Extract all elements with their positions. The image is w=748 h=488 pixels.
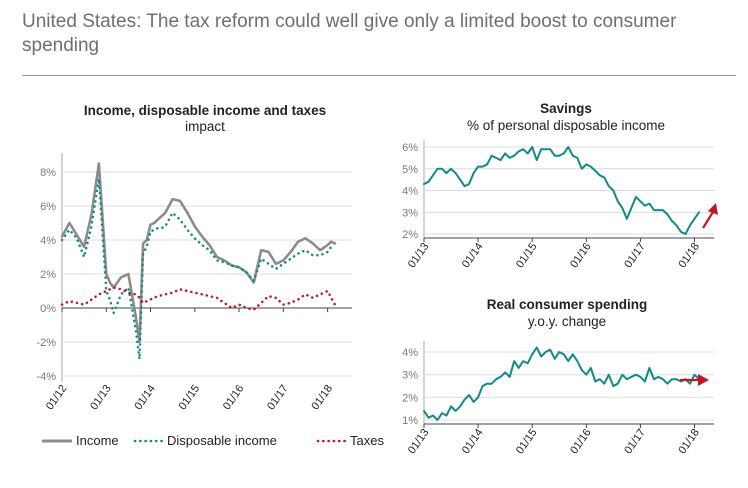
income-x-tick-label: 01/12	[44, 383, 70, 412]
income-x-tick-label: 01/15	[177, 383, 203, 412]
savings-rate-line	[423, 146, 700, 235]
income-chart: Income, disposable income and taxes impa…	[36, 103, 352, 412]
savings-chart-subtitle: % of personal disposable income	[467, 118, 665, 133]
income-chart-legend: Income Disposable income Taxes	[42, 433, 384, 448]
income-x-tick-label: 01/16	[221, 383, 247, 412]
savings-y-tick-label: 3%	[402, 207, 418, 219]
income-x-tick-label: 01/14	[132, 383, 158, 412]
savings-y-tick-label: 4%	[402, 186, 418, 198]
spending-y-tick-label: 2%	[402, 392, 418, 404]
spending-x-tick-label: 01/17	[622, 427, 648, 456]
savings-y-tick-label: 2%	[402, 229, 418, 241]
spending-y-tick-label: 1%	[402, 415, 418, 427]
spending-x-tick-label: 01/13	[406, 427, 432, 456]
income-line	[60, 162, 337, 344]
savings-chart-title: Savings	[540, 101, 592, 116]
legend-label-taxes: Taxes	[350, 433, 384, 448]
spending-x-tick-label: 01/15	[514, 427, 540, 456]
savings-x-tick-label: 01/14	[460, 241, 486, 270]
income-y-tick-label: 2%	[40, 269, 56, 281]
savings-x-tick-label: 01/17	[622, 241, 648, 270]
spending-y-tick-label: 3%	[402, 370, 418, 382]
income-y-tick-label: -4%	[36, 371, 56, 383]
legend-label-disposable: Disposable income	[167, 433, 277, 448]
income-chart-title: Income, disposable income and taxes	[84, 103, 326, 118]
savings-y-tick-label: 5%	[402, 164, 418, 176]
savings-x-tick-label: 01/13	[406, 241, 432, 270]
spending-chart: Real consumer spending y.o.y. change 1% 2…	[402, 297, 714, 456]
savings-chart: Savings % of personal disposable income …	[402, 101, 718, 270]
income-y-tick-label: 4%	[40, 235, 56, 247]
savings-y-tick-label: 6%	[402, 142, 418, 154]
income-y-tick-label: -2%	[36, 337, 56, 349]
spending-trend-right-arrow	[680, 374, 709, 386]
income-y-tick-label: 8%	[40, 167, 56, 179]
income-y-tick-label: 0%	[40, 303, 56, 315]
income-x-tick-label: 01/17	[265, 383, 291, 412]
savings-trend-up-arrow	[702, 203, 718, 229]
taxes-line	[60, 286, 337, 311]
spending-x-tick-label: 01/14	[460, 427, 486, 456]
savings-x-tick-label: 01/15	[514, 241, 540, 270]
disposable-income-line	[60, 177, 337, 361]
spending-y-tick-label: 4%	[402, 347, 418, 359]
income-y-tick-label: 6%	[40, 201, 56, 213]
spending-chart-title: Real consumer spending	[487, 297, 648, 312]
headline-divider	[22, 75, 736, 76]
spending-chart-subtitle: y.o.y. change	[528, 314, 606, 329]
income-chart-subtitle: impact	[185, 119, 225, 134]
income-x-tick-label: 01/13	[88, 383, 114, 412]
spending-x-tick-label: 01/18	[676, 427, 702, 456]
savings-x-tick-label: 01/18	[676, 241, 702, 270]
legend-label-income: Income	[76, 433, 119, 448]
savings-x-tick-label: 01/16	[568, 241, 594, 270]
spending-x-tick-label: 01/16	[568, 427, 594, 456]
page-headline: United States: The tax reform could well…	[22, 11, 677, 56]
income-x-tick-label: 01/18	[309, 383, 335, 412]
consumer-spending-line	[423, 346, 700, 421]
